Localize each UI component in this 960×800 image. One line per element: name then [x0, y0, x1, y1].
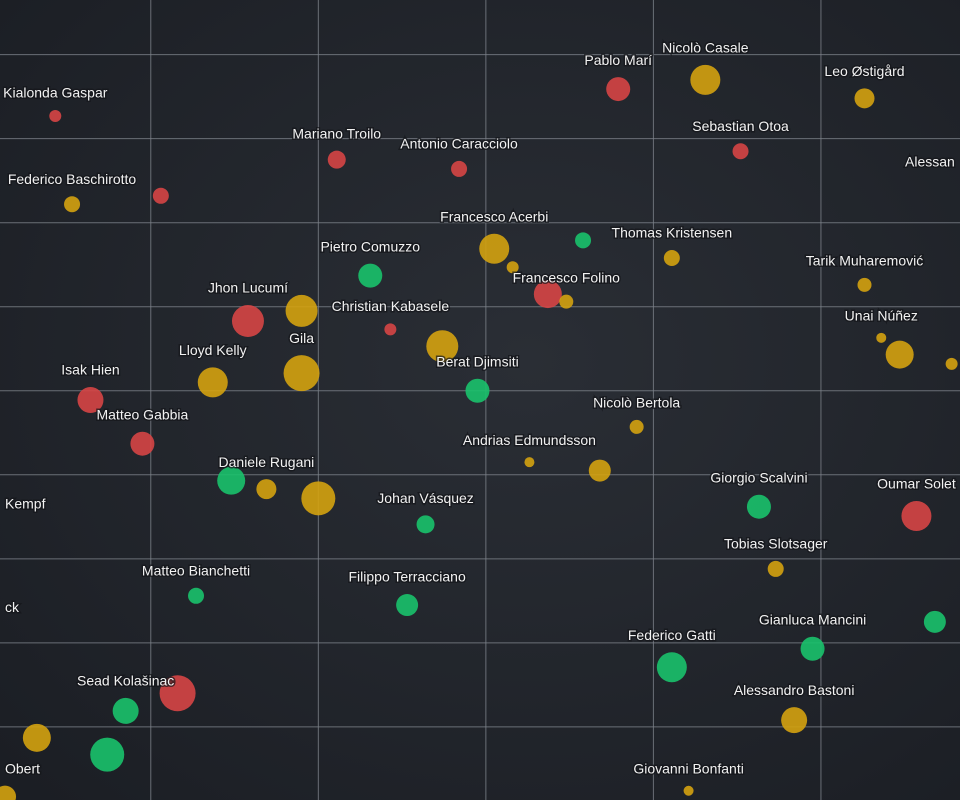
point-label: Johan Vásquez: [377, 490, 474, 506]
point-label: Alessan: [905, 154, 955, 170]
point: [923, 610, 946, 633]
point: [416, 515, 435, 534]
point: [426, 330, 459, 363]
point-label: Christian Kabasele: [332, 298, 450, 314]
point: [506, 261, 519, 274]
point-label: Leo Østigård: [824, 63, 904, 79]
point-label: Alessandro Bastoni: [734, 682, 855, 698]
point: [945, 357, 958, 370]
point: [575, 232, 592, 249]
point: [188, 587, 205, 604]
point: [857, 277, 872, 292]
point: [800, 636, 825, 661]
point: [77, 387, 104, 413]
point: [285, 294, 318, 327]
point-label: Matteo Bianchetti: [142, 563, 250, 579]
point-label: Filippo Terracciano: [348, 569, 465, 585]
point: [22, 723, 51, 752]
point: [384, 323, 397, 336]
point: [683, 785, 694, 796]
point: [0, 785, 17, 800]
point: [533, 280, 562, 309]
point-label: Federico Baschirotto: [8, 171, 137, 187]
point: [49, 109, 62, 122]
point: [732, 143, 749, 160]
point: [465, 378, 490, 403]
point-label: Jhon Lucumí: [208, 280, 288, 296]
point-label: Andrias Edmundsson: [463, 432, 596, 448]
point-label: Sead Kolašinac: [77, 673, 174, 689]
point-label: Antonio Caracciolo: [400, 136, 518, 152]
point: [479, 233, 510, 264]
point-label: Matteo Gabbia: [96, 406, 188, 422]
point-label: Francesco Folino: [513, 269, 621, 285]
point: [524, 457, 535, 468]
point: [451, 160, 468, 177]
point-label: Mariano Troilo: [292, 125, 381, 141]
point-label: Francesco Acerbi: [440, 208, 548, 224]
point: [767, 560, 784, 577]
point: [606, 77, 631, 102]
point: [152, 187, 169, 204]
point: [396, 594, 419, 617]
point: [781, 707, 808, 734]
point-label: Obert: [5, 760, 40, 776]
point: [876, 332, 887, 343]
point: [327, 150, 346, 169]
point: [130, 431, 155, 456]
point-label: Lloyd Kelly: [179, 342, 247, 358]
point: [358, 263, 383, 288]
point: [559, 294, 574, 309]
point-label: Sebastian Otoa: [692, 118, 789, 134]
point: [159, 675, 196, 712]
point-label: Tobias Slotsager: [724, 536, 828, 552]
point: [256, 479, 277, 500]
point-label: Thomas Kristensen: [612, 225, 733, 241]
point: [197, 367, 228, 398]
point: [885, 340, 914, 369]
point-label: Daniele Rugani: [219, 454, 315, 470]
points: [0, 64, 958, 800]
point: [90, 737, 125, 772]
labels: Kialonda Gaspar Pablo Marí Nicolò Casale Le…: [2, 38, 958, 778]
point: [690, 64, 721, 95]
point: [283, 355, 320, 392]
point-label: Oumar Solet: [877, 476, 956, 492]
point-label: Gila: [289, 330, 314, 346]
point-label: Nicolò Casale: [662, 40, 749, 56]
point: [901, 500, 932, 531]
point: [64, 196, 81, 213]
point: [217, 466, 246, 495]
point: [231, 305, 264, 338]
point-label: Kialonda Gaspar: [3, 85, 108, 101]
point-label: Giovanni Bonfanti: [633, 760, 744, 776]
point-label: Federico Gatti: [628, 627, 716, 643]
point-label: Giorgio Scalvini: [710, 469, 807, 485]
point-label: Isak Hien: [61, 362, 119, 378]
point: [656, 652, 687, 683]
point-label: Nicolò Bertola: [593, 395, 680, 411]
point: [112, 697, 139, 724]
point: [663, 249, 680, 266]
point-label: Kempf: [5, 496, 46, 512]
point-label: Unai Núñez: [845, 308, 918, 324]
point: [854, 88, 875, 109]
point: [746, 494, 771, 519]
point-label: ck: [5, 599, 20, 615]
point-label: Pietro Comuzzo: [320, 238, 420, 254]
point: [588, 459, 611, 482]
point-label: Pablo Marí: [584, 52, 652, 68]
point-label: Tarik Muharemović: [806, 253, 923, 269]
point: [629, 419, 644, 434]
point-label: Berat Djimsiti: [436, 353, 518, 369]
point: [301, 481, 336, 516]
point-label: Gianluca Mancini: [759, 611, 866, 627]
